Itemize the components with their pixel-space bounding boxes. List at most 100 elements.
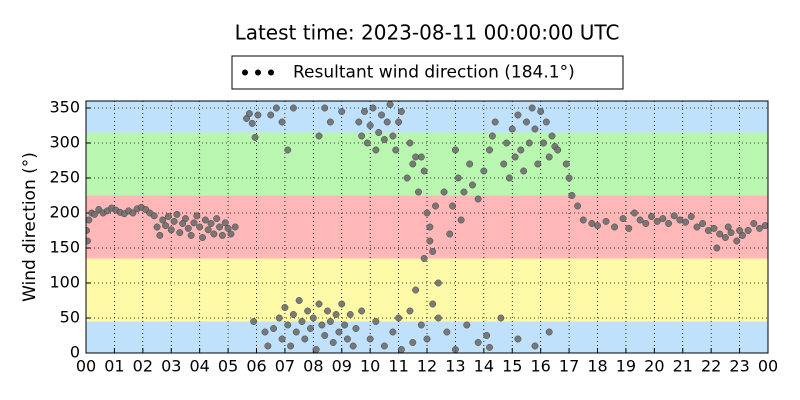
point (389, 132, 397, 140)
point (469, 181, 476, 189)
point (491, 118, 499, 126)
point (511, 153, 519, 161)
point (204, 226, 212, 234)
point (278, 335, 286, 343)
point (301, 335, 309, 343)
point (486, 146, 493, 154)
point (542, 118, 550, 126)
point (420, 255, 428, 262)
x-tick-label: 09 (332, 357, 352, 376)
point (653, 217, 661, 225)
y-axis-label: Wind direction (°) (20, 152, 40, 302)
point (483, 332, 491, 339)
point (710, 224, 718, 232)
point (500, 160, 508, 168)
point (86, 216, 93, 224)
point (363, 139, 371, 147)
point (480, 167, 488, 175)
point (636, 216, 644, 224)
point (503, 139, 511, 147)
point (284, 321, 292, 329)
point (488, 132, 496, 140)
point (167, 226, 175, 234)
x-tick-label: 18 (587, 357, 607, 376)
point (278, 118, 286, 126)
point (326, 118, 334, 126)
x-tick-label: 05 (218, 357, 238, 376)
point (298, 318, 306, 325)
point (497, 314, 505, 322)
point (537, 108, 545, 115)
point (254, 111, 262, 119)
legend-marker (268, 69, 274, 76)
point (164, 213, 172, 220)
x-tick-label: 06 (246, 357, 266, 376)
x-tick-label: 22 (701, 357, 721, 376)
point (545, 328, 553, 336)
y-tick-label: 350 (49, 98, 80, 117)
point (548, 132, 556, 140)
point (245, 110, 253, 118)
point (355, 118, 363, 126)
point (173, 210, 181, 218)
point (432, 202, 439, 210)
point (409, 160, 417, 168)
point (642, 220, 650, 227)
point (534, 160, 542, 168)
point (474, 195, 482, 203)
point (315, 300, 323, 308)
point (446, 230, 454, 238)
point (744, 227, 752, 234)
point (693, 223, 701, 231)
point (568, 192, 576, 199)
point (579, 216, 587, 224)
point (611, 223, 618, 231)
point (289, 104, 297, 112)
point (508, 125, 516, 133)
point (129, 209, 137, 217)
point (409, 339, 417, 346)
point (713, 244, 721, 252)
x-tick-label: 23 (729, 357, 749, 376)
chart-title: Latest time: 2023-08-11 00:00:00 UTC (235, 21, 620, 45)
point (412, 286, 420, 294)
x-tick-label: 00 (758, 357, 778, 376)
point (426, 223, 434, 231)
point (505, 174, 513, 182)
x-tick-label: 01 (104, 357, 124, 376)
point (199, 234, 206, 241)
point (380, 136, 388, 143)
point (699, 220, 707, 227)
point (352, 325, 360, 332)
x-tick-label: 00 (76, 357, 96, 376)
point (451, 146, 459, 154)
point (687, 213, 695, 220)
point (251, 133, 259, 141)
point (761, 222, 768, 230)
point (517, 146, 525, 154)
point (397, 346, 405, 353)
point (86, 227, 91, 234)
point (375, 129, 383, 136)
x-tick-label: 03 (161, 357, 181, 376)
point (520, 167, 528, 175)
point (210, 230, 218, 238)
point (727, 229, 735, 237)
point (423, 209, 431, 217)
y-tick-label: 200 (49, 203, 80, 222)
y-tick-label: 100 (49, 273, 80, 292)
point (733, 237, 741, 245)
point (420, 167, 428, 175)
point (565, 174, 573, 182)
point (434, 314, 442, 322)
point (332, 311, 340, 318)
point (349, 342, 357, 350)
point (218, 231, 226, 239)
point (602, 217, 610, 225)
plot-frame (85, 100, 769, 354)
point (562, 160, 570, 168)
point (443, 328, 451, 336)
point (486, 343, 493, 351)
point (156, 231, 164, 239)
y-tick-label: 300 (49, 133, 80, 152)
